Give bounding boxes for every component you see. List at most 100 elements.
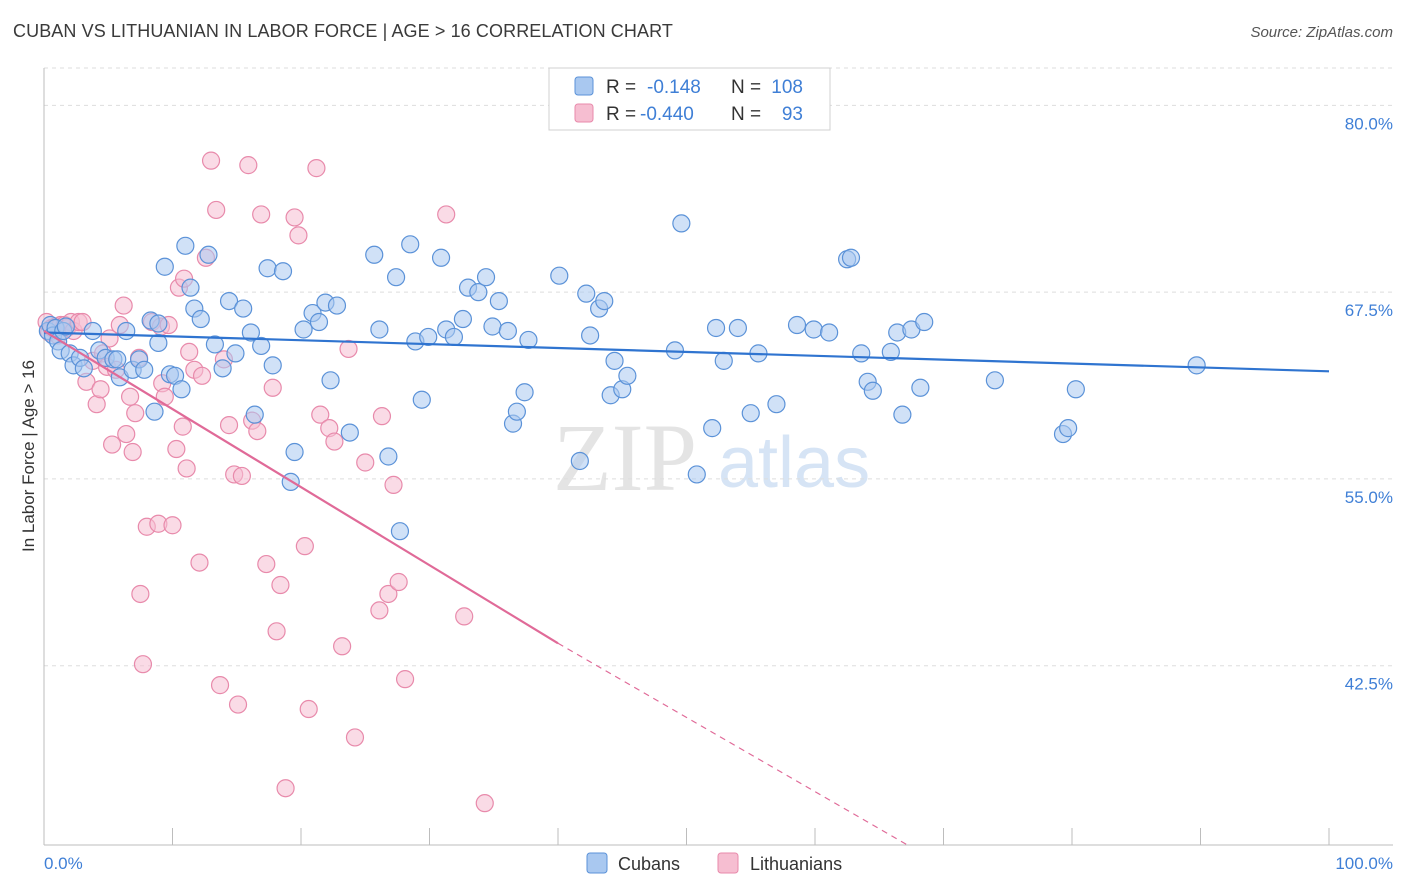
- point-cubans: [149, 333, 168, 353]
- point-cubans: [285, 442, 304, 462]
- point-cubans: [419, 327, 438, 347]
- y-tick-label: 80.0%: [1345, 114, 1393, 133]
- point-lithuanians: [91, 380, 110, 399]
- point-lithuanians: [257, 554, 276, 574]
- stats-legend: R = -0.148 N = 108 R = -0.440 N = 93: [548, 67, 831, 131]
- point-lithuanians: [190, 553, 209, 572]
- point-cubans: [741, 404, 760, 423]
- point-cubans: [469, 283, 488, 302]
- point-lithuanians: [325, 432, 344, 451]
- point-lithuanians: [131, 584, 150, 604]
- point-lithuanians: [263, 378, 282, 397]
- point-cubans: [263, 356, 282, 375]
- data-points: [37, 151, 1206, 813]
- point-lithuanians: [192, 366, 212, 385]
- legend-n-value-cubans: 108: [771, 77, 803, 98]
- point-lithuanians: [307, 159, 326, 178]
- point-cubans: [1066, 380, 1085, 399]
- point-cubans: [985, 371, 1005, 390]
- legend-r-label-cubans: R =: [606, 77, 636, 98]
- point-cubans: [570, 451, 589, 471]
- point-lithuanians: [285, 208, 304, 227]
- point-cubans: [108, 350, 127, 369]
- point-cubans: [74, 359, 93, 378]
- legend-n-label-cubans: N =: [731, 77, 761, 98]
- point-cubans: [672, 214, 691, 233]
- point-lithuanians: [267, 622, 286, 641]
- point-cubans: [687, 465, 706, 484]
- point-cubans: [226, 344, 245, 363]
- point-cubans: [507, 402, 526, 421]
- point-cubans: [83, 321, 102, 341]
- point-cubans: [390, 522, 410, 541]
- point-lithuanians: [114, 296, 133, 315]
- point-cubans: [804, 320, 823, 339]
- chart-title: CUBAN VS LITHUANIAN IN LABOR FORCE | AGE…: [13, 21, 673, 41]
- point-cubans: [515, 383, 534, 402]
- legend-r-value-cubans: -0.148: [647, 77, 701, 98]
- point-lithuanians: [177, 459, 196, 478]
- point-cubans: [213, 359, 232, 378]
- point-cubans: [309, 312, 329, 332]
- point-lithuanians: [276, 779, 295, 798]
- axes: [43, 68, 1393, 846]
- point-lithuanians: [311, 405, 330, 424]
- point-cubans: [476, 268, 496, 287]
- point-lithuanians: [201, 151, 221, 170]
- x-ticks: [43, 828, 1330, 845]
- point-lithuanians: [384, 475, 403, 494]
- point-cubans: [706, 318, 726, 338]
- point-cubans: [386, 268, 406, 287]
- point-lithuanians: [248, 421, 267, 441]
- legend-r-label-lithuanians: R =: [606, 104, 636, 125]
- point-cubans: [117, 321, 136, 341]
- point-lithuanians: [207, 200, 226, 220]
- point-cubans: [1059, 419, 1078, 438]
- point-cubans: [714, 351, 733, 370]
- point-cubans: [172, 380, 191, 399]
- point-cubans: [605, 351, 624, 370]
- point-cubans: [370, 320, 389, 339]
- point-cubans: [365, 245, 384, 264]
- point-cubans: [519, 330, 538, 350]
- point-cubans: [577, 284, 596, 303]
- point-cubans: [379, 447, 398, 466]
- trend-line-lithuanians: [43, 330, 559, 645]
- y-axis-label: In Labor Force | Age > 16: [19, 360, 38, 552]
- y-tick-label: 55.0%: [1345, 488, 1393, 507]
- point-cubans: [219, 292, 239, 311]
- point-cubans: [155, 257, 174, 276]
- point-lithuanians: [333, 637, 352, 656]
- point-cubans: [595, 292, 614, 311]
- point-cubans: [787, 315, 807, 335]
- point-cubans: [550, 266, 569, 285]
- bottom-legend-swatch-cubans: [586, 852, 608, 874]
- point-cubans: [1187, 356, 1206, 375]
- point-cubans: [703, 419, 722, 438]
- y-tick-labels: 42.5% 55.0% 67.5% 80.0%: [1345, 114, 1393, 693]
- bottom-legend-label-lithuanians: Lithuanians: [750, 854, 842, 874]
- point-cubans: [820, 323, 839, 342]
- point-lithuanians: [271, 575, 290, 595]
- x-tick-label-min: 0.0%: [44, 854, 83, 873]
- legend-n-value-lithuanians: 93: [782, 104, 803, 125]
- point-cubans: [234, 299, 253, 318]
- point-lithuanians: [345, 728, 365, 747]
- point-cubans: [852, 344, 871, 363]
- trend-lines: [43, 330, 1330, 846]
- point-cubans: [181, 278, 200, 297]
- y-tick-label: 42.5%: [1345, 675, 1393, 694]
- x-tick-label-max: 100.0%: [1335, 854, 1393, 873]
- point-lithuanians: [389, 572, 408, 592]
- point-lithuanians: [289, 226, 308, 245]
- point-lithuanians: [379, 584, 398, 604]
- point-cubans: [412, 390, 431, 409]
- point-cubans: [581, 326, 600, 345]
- point-lithuanians: [228, 695, 248, 714]
- point-lithuanians: [120, 387, 140, 406]
- point-lithuanians: [232, 466, 251, 486]
- point-lithuanians: [295, 537, 314, 556]
- point-cubans: [431, 248, 451, 267]
- point-lithuanians: [475, 794, 494, 813]
- source-label: Source: ZipAtlas.com: [1250, 24, 1393, 41]
